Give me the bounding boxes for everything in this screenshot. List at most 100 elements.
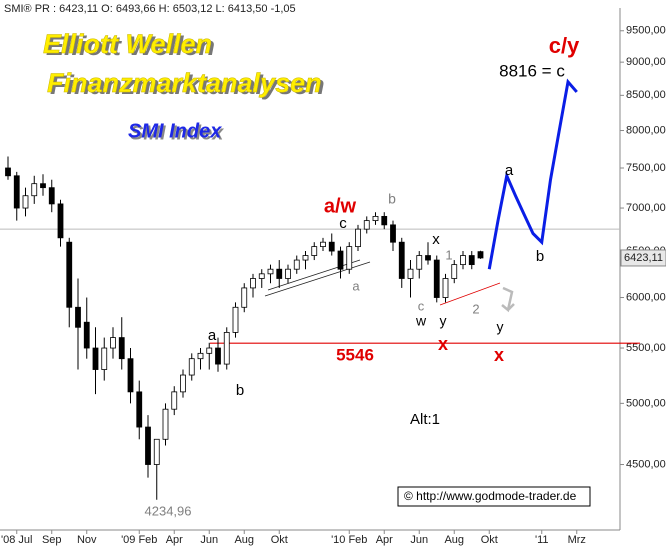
- candle-body: [83, 321, 90, 349]
- x-tick-label: Sep: [42, 534, 62, 546]
- trend-line: [264, 261, 371, 297]
- last-price-label: 6423,11: [624, 252, 663, 264]
- x-tick-label: Nov: [77, 534, 97, 546]
- annotation: c/y: [549, 33, 580, 58]
- candle-body: [188, 358, 195, 376]
- annotation: a: [505, 162, 514, 179]
- annotation: x: [432, 231, 440, 248]
- header: SMI® PR : 6423,11 O: 6493,66 H: 6503,12 …: [4, 3, 296, 15]
- annotation: b: [388, 191, 396, 207]
- annotation: c: [418, 298, 425, 313]
- annotation: w: [415, 313, 427, 329]
- candle-body: [442, 278, 449, 298]
- candle-body: [337, 250, 344, 270]
- annotation: 4234,96: [145, 503, 192, 518]
- annotation: a/w: [324, 195, 357, 217]
- candle-body: [293, 259, 300, 270]
- candle-body: [390, 224, 396, 243]
- title-shadow: Elliott Wellen: [46, 31, 215, 61]
- x-tick-label: Aug: [444, 534, 464, 546]
- y-tick-label: 8500,00: [626, 89, 666, 101]
- candle-body: [180, 374, 186, 393]
- annotation: x: [494, 345, 504, 365]
- candle-body: [451, 264, 458, 279]
- candle-body: [31, 183, 38, 197]
- x-tick-label: Okt: [481, 534, 498, 546]
- x-tick-label: Aug: [234, 534, 254, 546]
- candle-body: [407, 268, 414, 279]
- candle-body: [328, 241, 335, 252]
- annotation: y: [497, 319, 504, 335]
- annotation: 2: [472, 301, 479, 316]
- annotation: x: [438, 334, 448, 354]
- annotation: 1: [445, 247, 452, 262]
- candle-body: [101, 347, 108, 370]
- y-tick-label: 9000,00: [626, 56, 666, 68]
- plot-area: 4500,005000,005500,006000,006500,007000,…: [0, 8, 666, 546]
- candle-body: [223, 332, 230, 365]
- candle-body: [40, 183, 46, 189]
- x-tick-label: Apr: [166, 534, 183, 546]
- candle-body: [372, 215, 379, 222]
- projection-line: [487, 78, 578, 270]
- candle-body: [48, 187, 55, 205]
- candle-body: [285, 268, 291, 279]
- annotation: a: [352, 278, 360, 293]
- candle-body: [425, 255, 431, 261]
- x-tick-label: Apr: [376, 534, 393, 546]
- annotation: 5546: [336, 345, 374, 364]
- candle-body: [355, 228, 361, 248]
- y-tick-label: 9500,00: [626, 25, 666, 37]
- x-tick-label: '11: [535, 534, 549, 546]
- chart-subtitle: Finanzmarktanalysen: [47, 68, 322, 98]
- x-tick-label: '10 Feb: [331, 534, 367, 546]
- candle-body: [468, 255, 475, 266]
- candle-body: [136, 391, 143, 428]
- candle-body: [477, 251, 484, 259]
- annotation: Alt:1: [410, 411, 440, 428]
- y-tick-label: 8000,00: [626, 124, 666, 136]
- y-tick-label: 6000,00: [626, 291, 666, 303]
- last-price-box: [620, 249, 666, 267]
- candle-body: [302, 255, 309, 261]
- candle-body: [13, 175, 20, 209]
- annotation: c: [339, 215, 347, 232]
- x-tick-label: Mrz: [568, 534, 586, 546]
- x-tick-label: Okt: [271, 534, 288, 546]
- annotation: b: [536, 248, 544, 265]
- candle-body: [381, 215, 388, 226]
- candle-body: [75, 306, 81, 328]
- candle-body: [215, 347, 221, 365]
- candle-body: [57, 203, 64, 239]
- chart-title: Elliott Wellen: [43, 29, 212, 59]
- candle-body: [110, 337, 116, 349]
- annotation: 8816 = c: [499, 61, 565, 80]
- y-tick-label: 5000,00: [626, 397, 666, 409]
- candle-body: [22, 195, 29, 209]
- annotation: b: [236, 382, 244, 399]
- candle-body: [145, 426, 151, 465]
- y-tick-label: 7000,00: [626, 202, 666, 214]
- x-tick-label: '08 Jul: [1, 534, 32, 546]
- gray-arrow: [501, 286, 515, 313]
- candle-body: [5, 167, 11, 177]
- candle-body: [258, 273, 265, 279]
- candle-body: [162, 408, 169, 440]
- candle-body: [311, 246, 318, 256]
- x-tick-label: Jun: [410, 534, 428, 546]
- index-shadow: SMI Index: [130, 122, 224, 144]
- candle-body: [241, 287, 248, 308]
- candle-body: [118, 337, 125, 360]
- candle-body: [416, 255, 423, 270]
- candle-body: [346, 246, 353, 270]
- candle-body: [250, 278, 256, 289]
- credit: © http://www.godmode-trader.de: [404, 489, 577, 503]
- candle-body: [460, 255, 466, 266]
- credit-box: [397, 486, 591, 507]
- y-tick-label: 4500,00: [626, 458, 666, 470]
- candle-body: [66, 241, 73, 308]
- candle-body: [320, 241, 326, 248]
- candle-body: [153, 438, 160, 465]
